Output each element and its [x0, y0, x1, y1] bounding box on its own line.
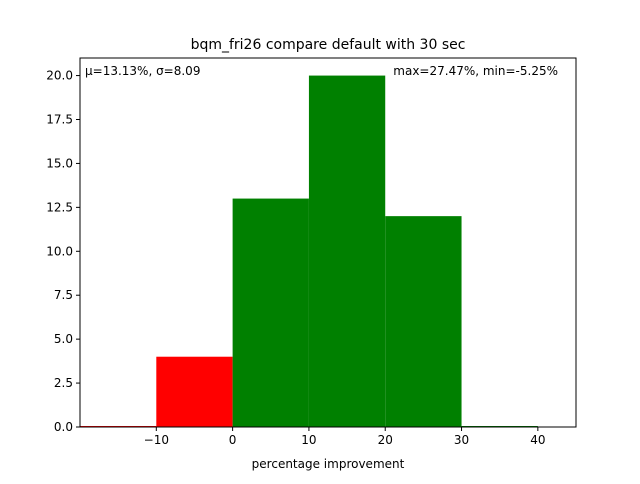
x-axis-ticks: −10 0 10 20 30 40 [144, 427, 545, 447]
x-tick-label: 10 [301, 433, 316, 447]
x-tick-label: −10 [144, 433, 169, 447]
stats-annotation-left: μ=13.13%, σ=8.09 [85, 64, 200, 78]
x-tick-label: 30 [454, 433, 469, 447]
histogram-bar [156, 356, 233, 427]
y-tick-label: 12.5 [46, 200, 73, 214]
y-tick-label: 15.0 [46, 156, 73, 170]
x-tick-label: 0 [229, 433, 237, 447]
x-axis-label: percentage improvement [252, 457, 405, 471]
y-tick-label: 7.5 [54, 288, 73, 302]
x-tick-label: 20 [378, 433, 393, 447]
y-tick-label: 0.0 [54, 420, 73, 434]
y-tick-label: 5.0 [54, 332, 73, 346]
x-tick-label: 40 [530, 433, 545, 447]
histogram-bar [385, 216, 462, 427]
y-tick-label: 20.0 [46, 69, 73, 83]
bars-layer [80, 75, 538, 428]
y-tick-label: 17.5 [46, 113, 73, 127]
chart-title: bqm_fri26 compare default with 30 sec [191, 37, 466, 53]
histogram-bar [308, 75, 386, 428]
stats-annotation-right: max=27.47%, min=-5.25% [393, 64, 558, 78]
histogram-bar [232, 198, 309, 427]
y-axis-ticks: 0.0 2.5 5.0 7.5 10.0 12.5 15.0 17.5 20.0 [46, 69, 80, 434]
y-tick-label: 10.0 [46, 244, 73, 258]
y-tick-label: 2.5 [54, 376, 73, 390]
plot-area-frame [79, 57, 577, 428]
